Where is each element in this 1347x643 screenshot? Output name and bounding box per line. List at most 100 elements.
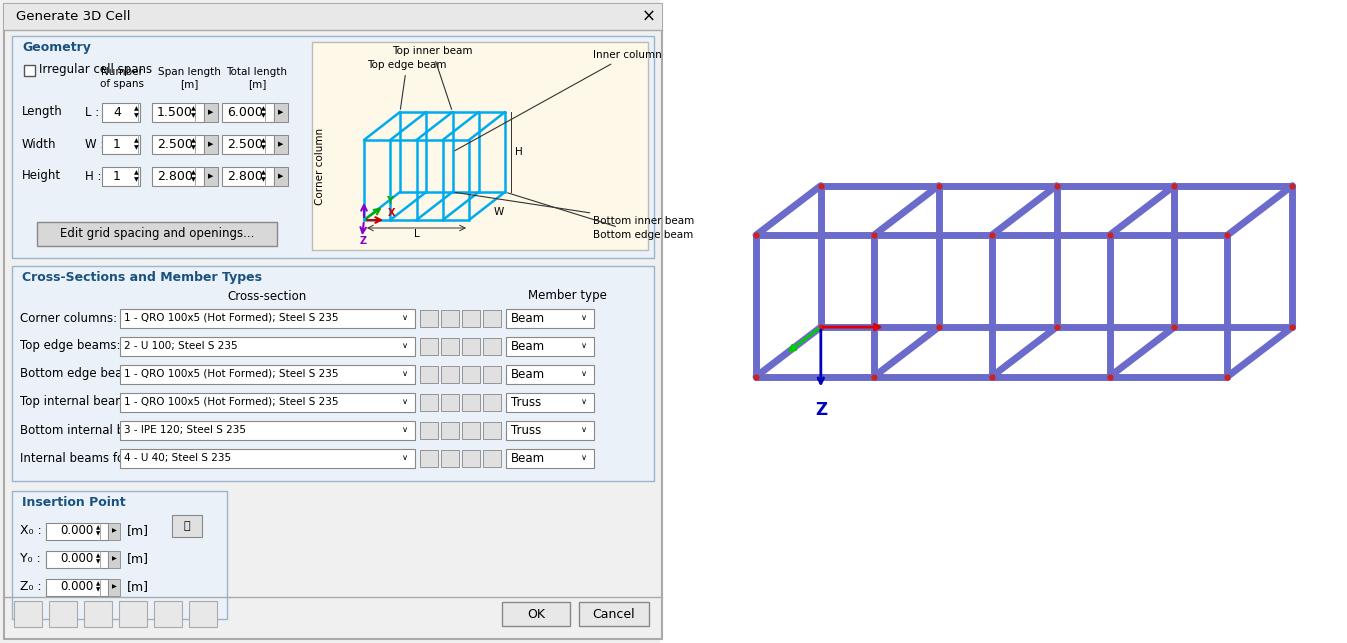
Text: ∨: ∨: [581, 453, 587, 462]
Bar: [462, 394, 480, 411]
Text: 1 - QRO 100x5 (Hot Formed); Steel S 235: 1 - QRO 100x5 (Hot Formed); Steel S 235: [124, 397, 338, 407]
Bar: [484, 394, 501, 411]
Bar: [222, 103, 273, 122]
Text: Total length
[m]: Total length [m]: [226, 68, 287, 89]
Bar: [273, 135, 288, 154]
Text: ▼: ▼: [191, 145, 195, 150]
Bar: [12, 36, 655, 258]
Bar: [506, 309, 594, 328]
Bar: [484, 338, 501, 355]
Text: ▲: ▲: [96, 581, 100, 586]
Text: Truss: Truss: [511, 424, 541, 437]
Text: 1 - QRO 100x5 (Hot Formed); Steel S 235: 1 - QRO 100x5 (Hot Formed); Steel S 235: [124, 313, 338, 323]
Text: 1 - QRO 100x5 (Hot Formed); Steel S 235: 1 - QRO 100x5 (Hot Formed); Steel S 235: [124, 369, 338, 379]
Text: ▶: ▶: [279, 141, 284, 147]
Text: 2.800: 2.800: [158, 170, 193, 183]
Text: Beam: Beam: [511, 451, 546, 464]
Text: 0.000: 0.000: [61, 525, 94, 538]
Bar: [440, 422, 459, 439]
Text: ▼: ▼: [260, 145, 265, 150]
Bar: [48, 601, 77, 627]
Text: Bottom edge beam: Bottom edge beam: [508, 193, 694, 240]
Text: Z: Z: [815, 401, 827, 419]
Bar: [203, 103, 218, 122]
Text: Inner column: Inner column: [455, 50, 661, 150]
Bar: [440, 310, 459, 327]
Bar: [12, 266, 655, 481]
Text: OK: OK: [527, 608, 546, 620]
Text: Insertion Point: Insertion Point: [22, 496, 125, 509]
Text: Cross-Sections and Member Types: Cross-Sections and Member Types: [22, 271, 263, 284]
Text: H: H: [515, 147, 523, 157]
Text: Bottom edge beams:: Bottom edge beams:: [20, 368, 144, 381]
Text: 1: 1: [113, 170, 121, 183]
Text: ▼: ▼: [133, 113, 139, 118]
Text: 1: 1: [113, 138, 121, 150]
Text: Member type: Member type: [528, 289, 606, 302]
Text: ▲: ▲: [96, 554, 100, 559]
Text: 2.800: 2.800: [228, 170, 263, 183]
Bar: [24, 65, 35, 76]
Bar: [4, 4, 661, 639]
Text: Width: Width: [22, 138, 57, 150]
Text: ▼: ▼: [260, 177, 265, 182]
Text: Span length
[m]: Span length [m]: [158, 68, 221, 89]
Text: H :: H :: [85, 170, 101, 183]
Bar: [120, 421, 415, 440]
Text: ▼: ▼: [133, 177, 139, 182]
Bar: [506, 449, 594, 468]
Text: Z₀ :: Z₀ :: [20, 581, 42, 593]
Text: Internal beams for walls:: Internal beams for walls:: [20, 451, 167, 464]
Bar: [46, 551, 108, 568]
Text: [m]: [m]: [127, 525, 150, 538]
Bar: [46, 579, 108, 596]
Text: Top inner beam: Top inner beam: [392, 46, 473, 109]
Text: ▼: ▼: [133, 145, 139, 150]
Text: ∨: ∨: [581, 314, 587, 323]
Text: Y: Y: [387, 196, 393, 206]
Text: ▲: ▲: [191, 138, 195, 143]
Text: 🖱: 🖱: [183, 521, 190, 531]
Bar: [222, 167, 273, 186]
Text: ∨: ∨: [581, 370, 587, 379]
Text: Y₀ :: Y₀ :: [20, 552, 40, 565]
Text: ▶: ▶: [209, 141, 214, 147]
Bar: [152, 135, 203, 154]
Bar: [108, 523, 120, 540]
Bar: [420, 450, 438, 467]
Text: X: X: [388, 208, 396, 218]
Bar: [484, 366, 501, 383]
Text: ▲: ▲: [191, 106, 195, 111]
Text: ▲: ▲: [133, 138, 139, 143]
Bar: [13, 601, 42, 627]
Bar: [462, 450, 480, 467]
Bar: [120, 309, 415, 328]
Text: 0.000: 0.000: [61, 581, 94, 593]
Text: Generate 3D Cell: Generate 3D Cell: [16, 10, 131, 24]
Text: ∨: ∨: [401, 370, 408, 379]
Text: [m]: [m]: [127, 552, 150, 565]
Text: ▼: ▼: [191, 177, 195, 182]
Text: Top edge beam: Top edge beam: [366, 60, 446, 109]
Bar: [120, 337, 415, 356]
Text: Top internal beams:: Top internal beams:: [20, 395, 137, 408]
Text: Z: Z: [360, 236, 368, 246]
Text: Cross-section: Cross-section: [228, 289, 307, 302]
Text: Geometry: Geometry: [22, 42, 90, 55]
Text: Corner column: Corner column: [315, 127, 325, 204]
Bar: [502, 602, 570, 626]
Text: ∨: ∨: [401, 341, 408, 350]
Bar: [119, 601, 147, 627]
Text: ∨: ∨: [401, 453, 408, 462]
Bar: [579, 602, 649, 626]
Bar: [313, 42, 648, 250]
Bar: [462, 366, 480, 383]
Text: ▲: ▲: [260, 170, 265, 175]
Bar: [84, 601, 112, 627]
Text: ▼: ▼: [96, 588, 100, 592]
Bar: [36, 222, 277, 246]
Text: ∨: ∨: [401, 426, 408, 435]
Text: ▼: ▼: [191, 113, 195, 118]
Bar: [108, 579, 120, 596]
Text: [m]: [m]: [127, 581, 150, 593]
